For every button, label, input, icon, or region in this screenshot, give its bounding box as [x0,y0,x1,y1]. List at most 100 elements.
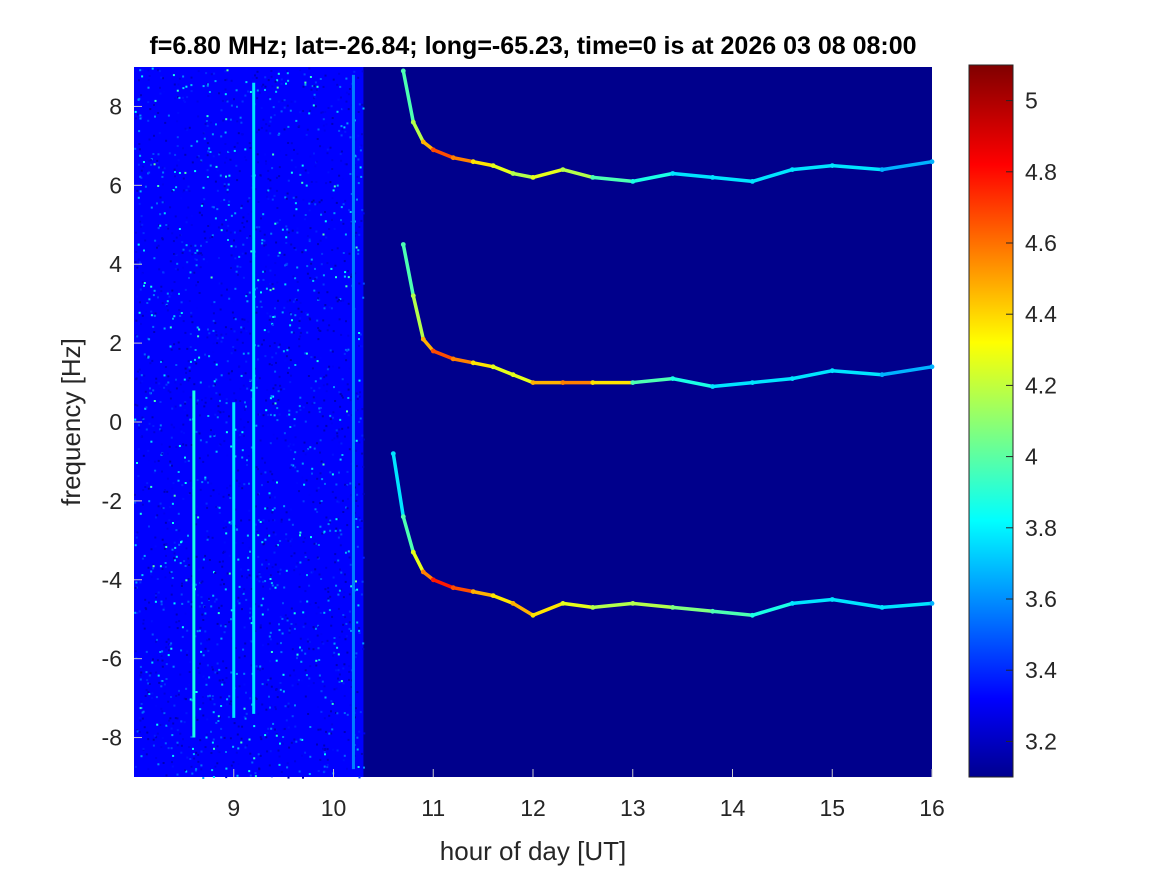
noise-pixel [147,86,150,89]
trace-segment [750,376,795,385]
noise-pixel [215,165,218,168]
noise-pixel [243,327,245,330]
noise-pixel [177,83,180,86]
noise-pixel [335,201,338,204]
noise-pixel [272,153,275,156]
noise-pixel [147,119,150,122]
noise-pixel [347,334,350,337]
noise-pixel [177,693,180,696]
noise-pixel [274,706,277,709]
noise-pixel [210,482,213,485]
noise-pixel [171,289,174,292]
noise-pixel [316,425,319,428]
noise-pixel [148,75,151,77]
noise-pixel [339,458,342,461]
noise-pixel [147,691,150,694]
noise-pixel [337,98,340,101]
noise-pixel [298,327,301,329]
noise-pixel [200,596,203,599]
noise-pixel [246,200,249,203]
noise-pixel [138,79,140,82]
noise-pixel [283,586,286,589]
noise-pixel [224,70,227,73]
noise-pixel [176,744,179,747]
noise-pixel [238,602,241,605]
noise-pixel [287,776,290,779]
noise-pixel [261,425,264,428]
noise-pixel [345,285,348,288]
noise-pixel [181,484,184,487]
noise-pixel [176,120,179,123]
noise-pixel [251,761,254,764]
x-tick-label: 14 [720,795,746,821]
noise-pixel [168,152,171,155]
noise-pixel [359,527,362,530]
noise-pixel [260,604,263,607]
noise-pixel [271,690,274,693]
noise-pixel [347,348,350,351]
noise-pixel [325,516,328,519]
noise-pixel [228,695,231,698]
noise-pixel [261,541,264,544]
noise-pixel [198,671,201,674]
noise-pixel [227,150,230,153]
noise-pixel [349,563,352,566]
noise-pixel [239,266,242,268]
noise-pixel [341,454,344,456]
noise-pixel [192,747,194,750]
noise-pixel [185,244,188,247]
noise-pixel [307,375,310,377]
noise-pixel [143,249,145,252]
noise-pixel [257,344,260,347]
noise-pixel [336,500,339,503]
noise-pixel [143,374,146,377]
trace-segment [830,597,884,610]
noise-pixel [323,751,326,754]
noise-pixel [142,454,145,457]
noise-pixel [207,83,209,86]
noise-pixel [236,696,239,699]
noise-pixel [182,443,185,446]
noise-pixel [235,270,238,273]
noise-pixel [345,635,348,638]
noise-pixel [340,533,343,536]
noise-pixel [346,524,349,527]
noise-pixel [255,131,258,134]
noise-pixel [196,100,199,103]
noise-pixel [294,248,297,251]
trace-point [710,384,715,389]
noise-pixel [147,101,150,104]
noise-pixel [278,166,281,169]
noise-pixel [170,348,173,351]
noise-pixel [161,710,164,713]
noise-pixel [342,299,345,302]
noise-pixel [207,479,209,482]
noise-pixel [320,263,323,266]
trace-segment [411,550,426,574]
noise-pixel [284,359,287,362]
noise-pixel [329,519,332,522]
noise-pixel [141,711,144,714]
noise-pixel [249,260,252,263]
noise-pixel [307,171,310,174]
noise-pixel [277,399,280,401]
noise-pixel [140,176,143,179]
noise-pixel [299,111,302,114]
noise-pixel [261,613,264,616]
noise-pixel [185,216,188,219]
noise-pixel [356,409,359,412]
noise-pixel [262,213,265,216]
noise-pixel [320,633,323,636]
noise-pixel [271,318,274,321]
noise-pixel [179,428,182,431]
noise-pixel [302,540,305,543]
noise-pixel [137,475,140,478]
noise-pixel [266,507,269,510]
noise-pixel [202,258,205,261]
noise-pixel [267,254,270,257]
noise-pixel [225,751,227,753]
noise-pixel [239,387,242,390]
noise-pixel [134,586,137,589]
noise-pixel [195,555,198,558]
